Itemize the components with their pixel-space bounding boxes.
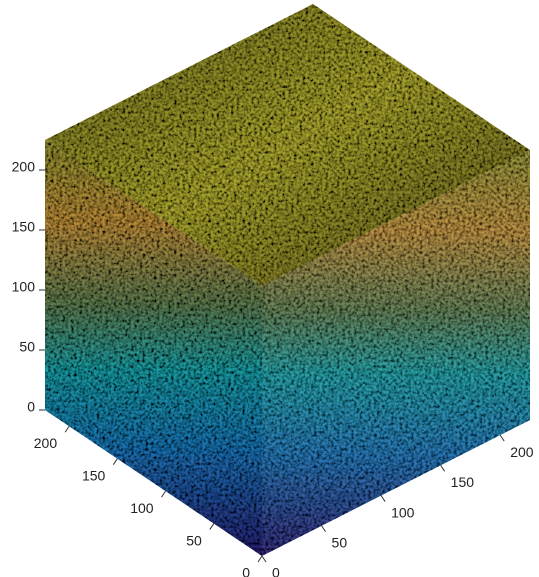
y-tick bbox=[322, 526, 326, 532]
y-tick bbox=[500, 435, 504, 441]
z-tick-label: 150 bbox=[12, 219, 36, 235]
x-tick bbox=[162, 491, 166, 497]
chart: 0 50 100 150 200 0 50 100 150 200 0 50 100 150 200 bbox=[0, 0, 539, 577]
z-tick-label: 0 bbox=[27, 399, 35, 415]
z-tick-label: 200 bbox=[12, 159, 36, 175]
y-tick-label: 50 bbox=[332, 534, 348, 550]
x-tick-label: 200 bbox=[34, 435, 58, 451]
y-tick-label: 100 bbox=[391, 504, 415, 520]
x-tick-label: 150 bbox=[82, 467, 106, 483]
y-tick-label: 200 bbox=[510, 444, 534, 460]
y-tick bbox=[262, 556, 266, 562]
x-tick-label: 0 bbox=[242, 565, 250, 577]
y-tick bbox=[381, 496, 385, 502]
y-tick-label: 150 bbox=[451, 474, 475, 490]
z-tick-label: 50 bbox=[19, 339, 35, 355]
x-tick bbox=[113, 459, 117, 465]
x-tick bbox=[258, 556, 262, 562]
y-tick-label: 0 bbox=[272, 565, 280, 577]
x-tick-label: 100 bbox=[130, 500, 154, 516]
y-tick bbox=[441, 465, 445, 471]
x-tick bbox=[210, 524, 214, 530]
x-tick-label: 50 bbox=[186, 532, 202, 548]
z-tick-label: 100 bbox=[12, 279, 36, 295]
x-tick bbox=[65, 426, 69, 432]
